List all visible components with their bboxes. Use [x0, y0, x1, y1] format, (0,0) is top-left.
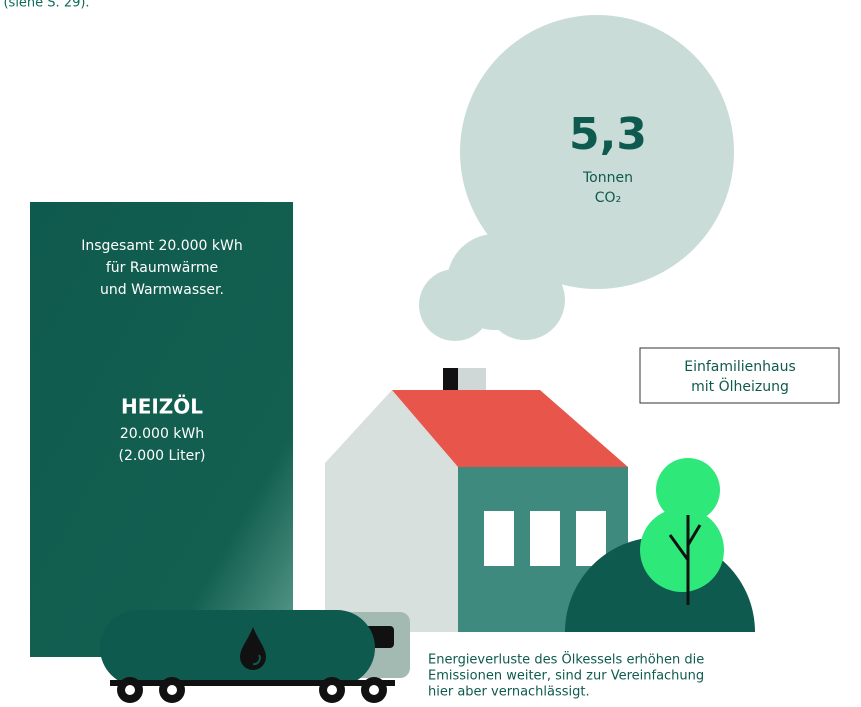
note: Emissionen weiter, sind zur Vereinfachun…: [428, 669, 704, 684]
co2-value: 5,3: [569, 109, 647, 160]
house: [325, 368, 628, 632]
tree: [565, 458, 755, 632]
note: Energieverluste des Ölkessels erhöhen di…: [428, 651, 704, 668]
co2-unit: CO₂: [595, 190, 621, 206]
energy-panel: [30, 202, 293, 657]
house-label: mit Ölheizung: [691, 377, 789, 395]
fuel-amount: 20.000 kWh: [120, 426, 204, 442]
note: hier aber vernachlässigt.: [428, 685, 590, 700]
caption: r (siehe S. 29).: [0, 0, 90, 11]
house-label-box: [639, 347, 840, 404]
panel-intro: für Raumwärme: [106, 260, 218, 276]
co2-cloud: [419, 15, 734, 341]
fuel-amount: (2.000 Liter): [118, 448, 205, 464]
panel-intro: und Warmwasser.: [100, 282, 224, 298]
house-label: Einfamilienhaus: [684, 359, 796, 375]
panel-intro: Insgesamt 20.000 kWh: [81, 238, 243, 254]
fuel-name: HEIZÖL: [121, 395, 203, 419]
co2-unit: Tonnen: [582, 170, 633, 186]
truck: [100, 610, 410, 703]
